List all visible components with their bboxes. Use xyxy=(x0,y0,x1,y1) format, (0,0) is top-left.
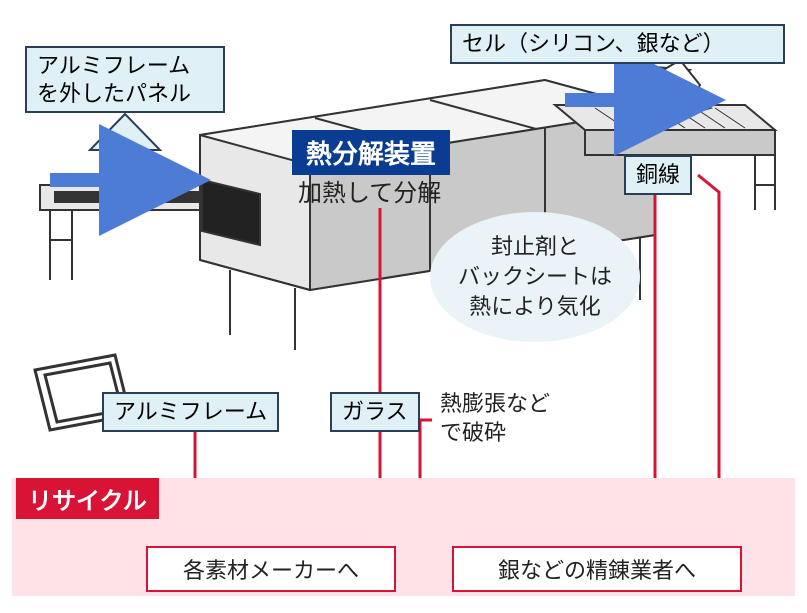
aluminum-label: アルミフレーム xyxy=(102,392,279,432)
recycle-label: リサイクル xyxy=(16,478,159,519)
cell-callout-tail xyxy=(620,64,690,105)
vaporize-note: 封止剤と バックシートは 熱により気化 xyxy=(430,212,640,342)
glass-label: ガラス xyxy=(330,392,420,432)
left-conveyor xyxy=(40,185,215,280)
copper-callout: 銅線 xyxy=(624,155,692,195)
device-subtitle: 加熱して分解 xyxy=(298,178,441,209)
glass-note: 熱膨張など で破砕 xyxy=(440,390,550,447)
output-right: 銀などの精錬業者へ xyxy=(452,546,742,592)
cell-fragment-icon xyxy=(655,60,710,120)
cell-callout: セル（シリコン、銀など） xyxy=(450,24,785,64)
output-left: 各素材メーカーへ xyxy=(146,546,396,592)
device-title: 熱分解装置 xyxy=(292,130,450,175)
input-callout-tail xyxy=(90,114,160,150)
input-panel-callout: アルミフレーム を外したパネル xyxy=(25,46,225,113)
